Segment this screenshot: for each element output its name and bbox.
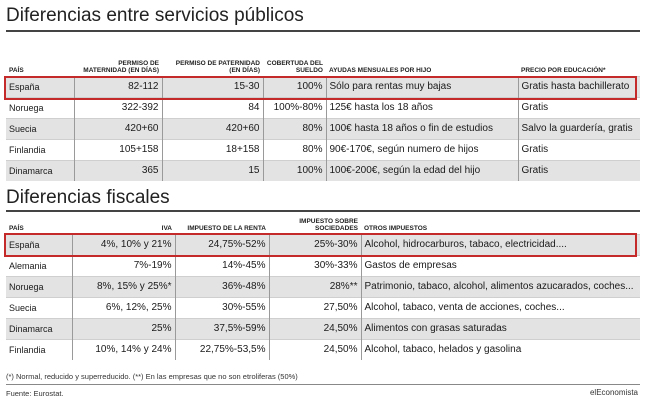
cell: 100% xyxy=(263,159,327,181)
cell: Alemania xyxy=(6,254,73,276)
col-header-cobertura: Cobertuda del sueldo xyxy=(266,59,323,75)
cell: Alimentos con grasas saturadas xyxy=(361,317,640,339)
cell: 30%-33% xyxy=(269,254,362,276)
cell: Sólo para rentas muy bajas xyxy=(326,75,519,97)
cell: 100€-200€, según la edad del hijo xyxy=(326,159,519,181)
cell: 100%-80% xyxy=(263,96,327,118)
table-row: España 4%, 10% y 21% 24,75%-52% 25%-30% … xyxy=(6,233,640,255)
cell: 322-392 xyxy=(74,96,163,118)
services-table: País Permiso de maternidad (en días) Per… xyxy=(6,46,640,181)
cell: Gratis xyxy=(518,96,640,118)
cell: Salvo la guardería, gratis xyxy=(518,117,640,139)
cell: 90€-170€, según numero de hijos xyxy=(326,138,519,160)
cell: 25% xyxy=(72,317,176,339)
table-row: España 82-112 15-30 100% Sólo para renta… xyxy=(6,75,640,97)
cell: 10%, 14% y 24% xyxy=(72,338,176,360)
cell: Finlandia xyxy=(6,138,75,160)
col-header-educacion: Precio por educación* xyxy=(521,67,606,74)
cell: Dinamarca xyxy=(6,317,73,339)
cell: Gratis hasta bachillerato xyxy=(518,75,640,97)
cell: 365 xyxy=(74,159,163,181)
cell: 30%-55% xyxy=(175,296,270,318)
table-row: Finlandia 105+158 18+158 80% 90€-170€, s… xyxy=(6,138,640,160)
cell: 8%, 15% y 25%* xyxy=(72,275,176,297)
cell: 105+158 xyxy=(74,138,163,160)
cell: España xyxy=(6,75,75,97)
cell: 420+60 xyxy=(74,117,163,139)
cell: Dinamarca xyxy=(6,159,75,181)
section2-title: Diferencias fiscales xyxy=(6,187,170,208)
col-header-pais: País xyxy=(9,225,24,232)
cell: Noruega xyxy=(6,96,75,118)
col-header-renta: Impuesto de la renta xyxy=(187,225,266,232)
cell: 6%, 12%, 25% xyxy=(72,296,176,318)
cell: 15-30 xyxy=(162,75,264,97)
table-row: Suecia 6%, 12%, 25% 30%-55% 27,50% Alcoh… xyxy=(6,296,640,318)
section1-rule xyxy=(6,30,640,32)
cell: 18+158 xyxy=(162,138,264,160)
table-row: Dinamarca 25% 37,5%-59% 24,50% Alimentos… xyxy=(6,317,640,339)
col-header-pais: País xyxy=(9,67,24,74)
cell: Alcohol, tabaco, helados y gasolina xyxy=(361,338,640,360)
table-row: Finlandia 10%, 14% y 24% 22,75%-53,5% 24… xyxy=(6,338,640,360)
footnote: (*) Normal, reducido y superreducido. (*… xyxy=(6,372,298,381)
section1-title: Diferencias entre servicios públicos xyxy=(6,5,304,26)
table-row: Alemania 7%-19% 14%-45% 30%-33% Gastos d… xyxy=(6,254,640,276)
cell: 420+60 xyxy=(162,117,264,139)
cell: 24,50% xyxy=(269,317,362,339)
table-row: Noruega 8%, 15% y 25%* 36%-48% 28%** Pat… xyxy=(6,275,640,297)
cell: Gratis xyxy=(518,138,640,160)
col-header-otros: Otros impuestos xyxy=(364,225,428,232)
cell: Alcohol, hidrocarburos, tabaco, electric… xyxy=(361,233,640,255)
cell: 14%-45% xyxy=(175,254,270,276)
cell: España xyxy=(6,233,73,255)
cell: 37,5%-59% xyxy=(175,317,270,339)
cell: 24,75%-52% xyxy=(175,233,270,255)
cell: 25%-30% xyxy=(269,233,362,255)
col-header-maternidad: Permiso de maternidad (en días) xyxy=(83,59,159,75)
cell: Gratis xyxy=(518,159,640,181)
cell: 80% xyxy=(263,138,327,160)
col-header-iva: IVA xyxy=(161,225,172,232)
table-row: Dinamarca 365 15 100% 100€-200€, según l… xyxy=(6,159,640,181)
fiscal-table: País IVA Impuesto de la renta Impuesto s… xyxy=(6,214,640,360)
brand-logo: elEconomista xyxy=(589,388,638,397)
cell: 80% xyxy=(263,117,327,139)
col-header-paternidad: Permiso de paternidad (en días) xyxy=(175,59,260,75)
cell: Alcohol, tabaco, venta de acciones, coch… xyxy=(361,296,640,318)
cell: 100% xyxy=(263,75,327,97)
cell: 24,50% xyxy=(269,338,362,360)
col-header-sociedades: Impuesto sobre sociedades xyxy=(299,217,358,233)
cell: 84 xyxy=(162,96,264,118)
section2-rule xyxy=(6,210,640,212)
cell: 36%-48% xyxy=(175,275,270,297)
cell: Patrimonio, tabaco, alcohol, alimentos a… xyxy=(361,275,640,297)
cell: 82-112 xyxy=(74,75,163,97)
col-header-ayudas: Ayudas mensuales por hijo xyxy=(329,67,432,74)
table-row: Suecia 420+60 420+60 80% 100€ hasta 18 a… xyxy=(6,117,640,139)
cell: 22,75%-53,5% xyxy=(175,338,270,360)
cell: 100€ hasta 18 años o fin de estudios xyxy=(326,117,519,139)
cell: Finlandia xyxy=(6,338,73,360)
cell: 4%, 10% y 21% xyxy=(72,233,176,255)
cell: Noruega xyxy=(6,275,73,297)
cell: 7%-19% xyxy=(72,254,176,276)
cell: 15 xyxy=(162,159,264,181)
cell: Gastos de empresas xyxy=(361,254,640,276)
footer-rule xyxy=(6,384,640,385)
cell: Suecia xyxy=(6,296,73,318)
table-row: Noruega 322-392 84 100%-80% 125€ hasta l… xyxy=(6,96,640,118)
cell: 28%** xyxy=(269,275,362,297)
cell: Suecia xyxy=(6,117,75,139)
cell: 27,50% xyxy=(269,296,362,318)
source-note: Fuente: Eurostat. xyxy=(6,389,64,398)
cell: 125€ hasta los 18 años xyxy=(326,96,519,118)
